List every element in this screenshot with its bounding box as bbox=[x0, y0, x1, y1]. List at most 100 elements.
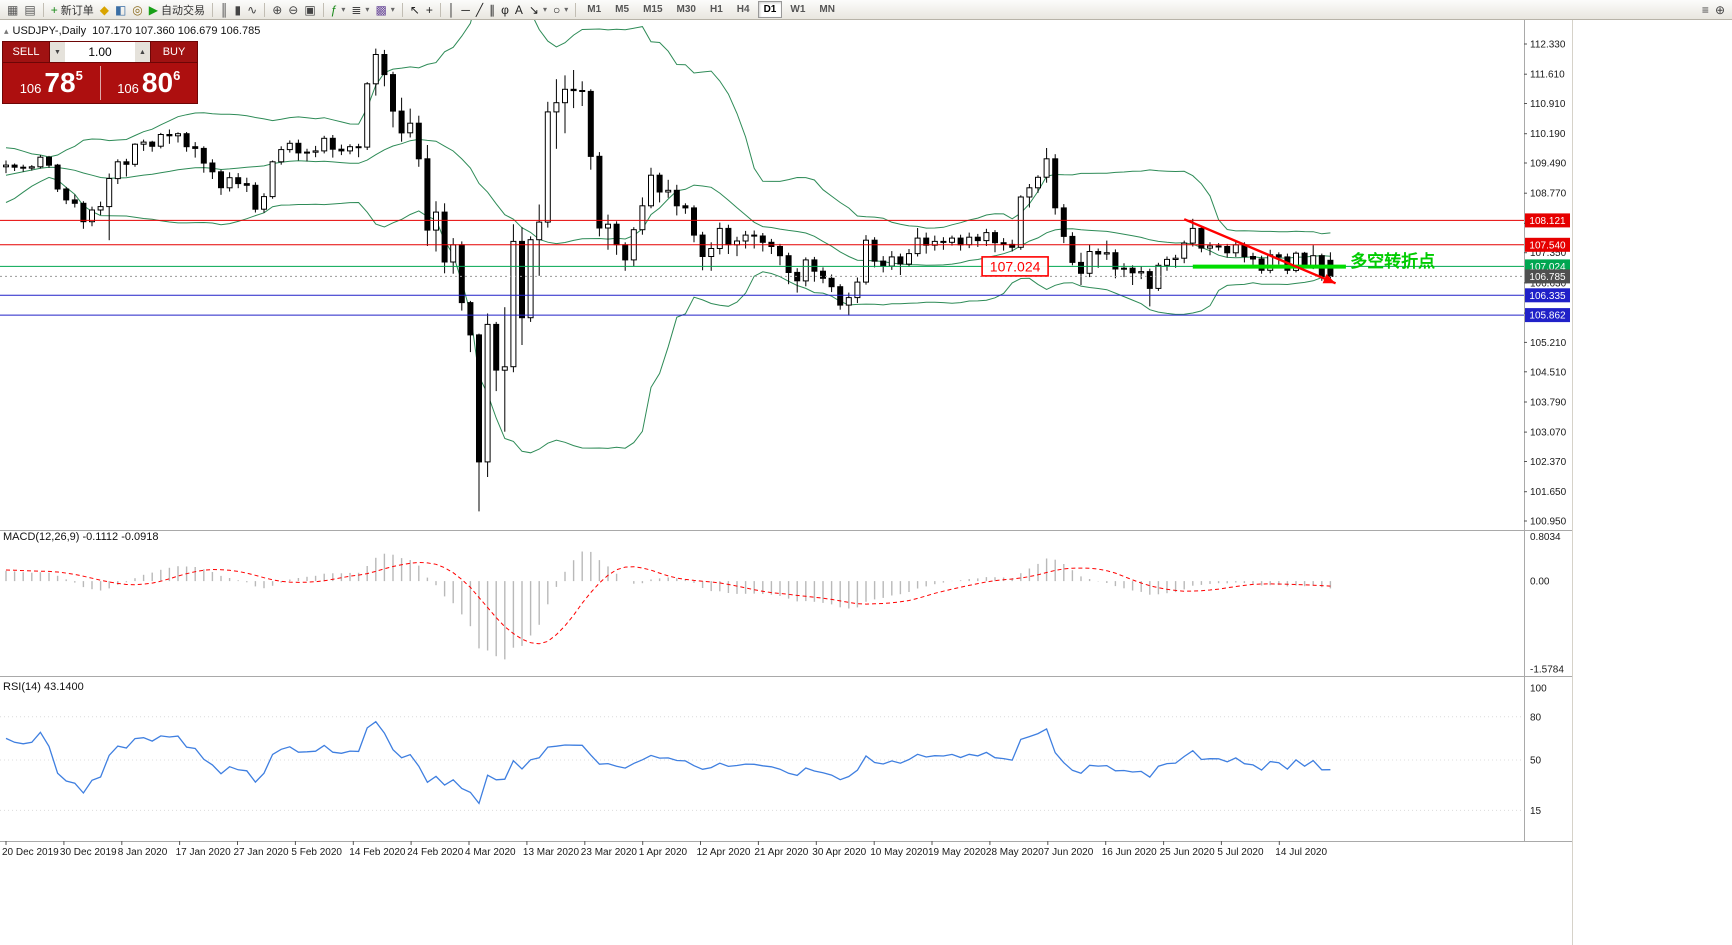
autotrading-button-label: 自动交易 bbox=[161, 4, 205, 17]
timeframe-button-h1[interactable]: H1 bbox=[709, 4, 723, 15]
buy-price[interactable]: 106 80 6 bbox=[101, 63, 198, 103]
candlestick-type-button-icon: ▮ bbox=[234, 2, 242, 17]
new-order-button[interactable]: + 新订单 bbox=[48, 1, 97, 19]
price-badge-107.540 bbox=[1525, 237, 1570, 252]
text-label-button[interactable]: A bbox=[512, 1, 526, 19]
cursor-button[interactable]: ↖ bbox=[407, 1, 423, 19]
shapes-button[interactable]: ○ ▾ bbox=[550, 1, 571, 19]
svg-text:106.785: 106.785 bbox=[1529, 272, 1566, 283]
templates-button-icon: ▩ bbox=[375, 2, 387, 17]
trendline-button[interactable]: ╱ bbox=[473, 1, 486, 19]
volume-stepper: ▼ ▲ bbox=[49, 42, 151, 62]
toolbar-separator bbox=[264, 2, 266, 17]
vertical-line-button-icon: │ bbox=[447, 2, 456, 17]
shapes-button-dropdown-icon[interactable]: ▾ bbox=[564, 5, 569, 14]
svg-text:80: 80 bbox=[1530, 712, 1542, 723]
timeframe-button-m1[interactable]: M1 bbox=[587, 4, 602, 15]
bollinger-upper-band bbox=[5, 20, 1331, 235]
quick-search-button-icon: ⊕ bbox=[1714, 2, 1725, 17]
periods-button[interactable]: ≣ ▾ bbox=[348, 1, 372, 19]
trendline-object[interactable] bbox=[1183, 218, 1337, 285]
tile-windows-button[interactable]: ▣ bbox=[301, 1, 318, 19]
zoom-in-button[interactable]: ⊕ bbox=[269, 1, 285, 19]
svg-text:27 Jan 2020: 27 Jan 2020 bbox=[234, 847, 289, 858]
toolbar-separator bbox=[322, 2, 324, 17]
turning-point-label[interactable]: 多空转折点 bbox=[1350, 251, 1435, 271]
timeframe-button-mn[interactable]: MN bbox=[819, 4, 835, 15]
toolbar-separator bbox=[439, 2, 441, 17]
volume-increase-icon[interactable]: ▲ bbox=[135, 42, 150, 62]
autotrading-button-icon: ▶ bbox=[148, 2, 158, 17]
svg-text:110.910: 110.910 bbox=[1530, 99, 1566, 110]
price-axis[interactable]: 112.330 111.610 110.910 110.190 109.490 108.7… bbox=[1524, 20, 1570, 841]
sell-price[interactable]: 106 78 5 bbox=[3, 63, 100, 103]
arrows-button[interactable]: ↘ ▾ bbox=[526, 1, 550, 19]
svg-text:100: 100 bbox=[1530, 684, 1547, 695]
market-watch-button[interactable]: ◧ bbox=[112, 1, 129, 19]
svg-text:20 Dec 2019: 20 Dec 2019 bbox=[2, 847, 59, 858]
autotrading-button[interactable]: ▶ 自动交易 bbox=[146, 1, 208, 19]
svg-text:106.335: 106.335 bbox=[1529, 291, 1566, 302]
one-click-toggle-icon[interactable]: ▴ bbox=[4, 26, 9, 36]
svg-text:28 May 2020: 28 May 2020 bbox=[986, 847, 1044, 858]
profiles-button[interactable]: ▤ bbox=[21, 1, 38, 19]
quick-search-button[interactable]: ⊕ bbox=[1712, 1, 1728, 19]
timeframe-button-m30[interactable]: M30 bbox=[676, 4, 696, 15]
svg-text:21 Apr 2020: 21 Apr 2020 bbox=[754, 847, 808, 858]
fibonacci-button-icon: φ bbox=[501, 2, 509, 17]
arrows-button-dropdown-icon[interactable]: ▾ bbox=[542, 5, 547, 14]
timeframe-button-h4[interactable]: H4 bbox=[736, 4, 750, 15]
periods-button-dropdown-icon[interactable]: ▾ bbox=[365, 5, 370, 14]
indicators-button-icon: ƒ bbox=[330, 2, 338, 17]
crosshair-button[interactable]: + bbox=[423, 1, 436, 19]
svg-text:24 Feb 2020: 24 Feb 2020 bbox=[407, 847, 464, 858]
sell-price-figure: 106 bbox=[19, 81, 42, 96]
trade-panel-prices: 106 78 5 106 80 6 bbox=[3, 63, 197, 103]
indicators-button[interactable]: ƒ ▾ bbox=[328, 1, 349, 19]
indicators-button-dropdown-icon[interactable]: ▾ bbox=[341, 5, 346, 14]
sell-button[interactable]: SELL bbox=[3, 42, 49, 62]
periods-button-icon: ≣ bbox=[351, 2, 362, 17]
volume-input[interactable] bbox=[65, 42, 135, 62]
vertical-line-button[interactable]: │ bbox=[445, 1, 459, 19]
horizontal-line-button[interactable]: ─ bbox=[458, 1, 473, 19]
svg-text:101.650: 101.650 bbox=[1530, 487, 1567, 498]
svg-text:112.330: 112.330 bbox=[1530, 40, 1566, 51]
arrows-button-icon: ↘ bbox=[528, 2, 539, 17]
timeframe-button-m15[interactable]: M15 bbox=[643, 4, 663, 15]
text-label-button-icon: A bbox=[514, 2, 523, 17]
navigator-button[interactable]: ◎ bbox=[129, 1, 145, 19]
crosshair-button-icon: + bbox=[425, 2, 433, 17]
time-axis[interactable]: 20 Dec 2019 30 Dec 2019 8 Jan 2020 17 Jan 2… bbox=[2, 841, 1327, 858]
svg-text:5 Feb 2020: 5 Feb 2020 bbox=[291, 847, 342, 858]
bar-chart-type-button[interactable]: ║ bbox=[217, 1, 232, 19]
volume-decrease-icon[interactable]: ▼ bbox=[50, 42, 65, 62]
price-callout-text: 107.024 bbox=[990, 258, 1041, 274]
metaeditor-button[interactable]: ◆ bbox=[97, 1, 112, 19]
timeframe-button-d1[interactable]: D1 bbox=[757, 1, 783, 18]
svg-text:100.950: 100.950 bbox=[1530, 517, 1567, 528]
price-callout-box[interactable] bbox=[981, 256, 1049, 277]
charts-grid-button[interactable]: ▦ bbox=[4, 1, 21, 19]
templates-button[interactable]: ▩ ▾ bbox=[372, 1, 397, 19]
fibonacci-button[interactable]: φ bbox=[498, 1, 512, 19]
pane-separators[interactable] bbox=[0, 530, 1572, 842]
dock-windows-button[interactable]: ≡ bbox=[1699, 1, 1712, 19]
equidistant-channel-button[interactable]: ∥ bbox=[486, 1, 498, 19]
line-chart-type-button[interactable]: ∿ bbox=[244, 1, 260, 19]
svg-text:0.8034: 0.8034 bbox=[1530, 532, 1561, 543]
new-order-button-icon: + bbox=[50, 2, 58, 17]
buy-button[interactable]: BUY bbox=[151, 42, 197, 62]
zoom-out-button[interactable]: ⊖ bbox=[285, 1, 301, 19]
svg-text:30 Apr 2020: 30 Apr 2020 bbox=[812, 847, 866, 858]
bollinger-middle-band bbox=[5, 138, 1331, 266]
templates-button-dropdown-icon[interactable]: ▾ bbox=[390, 5, 395, 14]
new-order-button-label: 新订单 bbox=[60, 4, 94, 17]
timeframe-button-w1[interactable]: W1 bbox=[790, 4, 806, 15]
candlestick-type-button[interactable]: ▮ bbox=[232, 1, 245, 19]
svg-text:30 Dec 2019: 30 Dec 2019 bbox=[60, 847, 117, 858]
svg-text:10 May 2020: 10 May 2020 bbox=[870, 847, 928, 858]
macd-signal-line bbox=[5, 561, 1331, 645]
timeframe-button-m5[interactable]: M5 bbox=[615, 4, 630, 15]
